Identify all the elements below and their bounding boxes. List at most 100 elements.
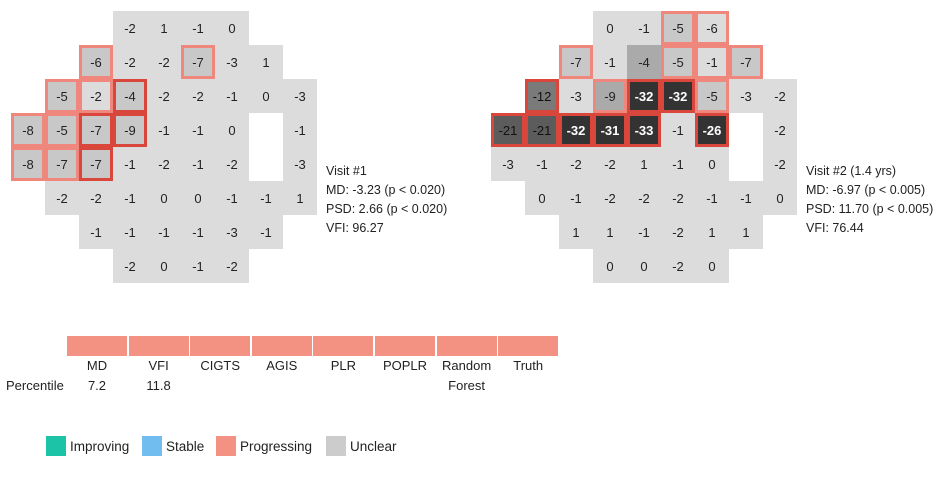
visit-1-md: MD: -3.23 (p < 0.020) [326,183,446,197]
algorithm-label: Truth [513,358,544,373]
visit-2-psd: PSD: 11.70 (p < 0.005) [806,202,934,216]
algorithm-status-bar [436,336,497,356]
vf-cell: -2 [627,181,661,215]
vf-cell: -1 [181,147,215,181]
vf-cell: -1 [695,181,729,215]
vf-cell: -4 [627,45,661,79]
vf-cell: 0 [249,79,283,113]
algorithm-label: MD [86,358,108,373]
vf-cell: 0 [627,249,661,283]
vf-cell: -8 [11,147,45,181]
vf-cell: -3 [283,147,317,181]
algorithm-label: CIGTS [200,358,241,373]
vf-cell: -7 [79,147,113,181]
vf-cell: -32 [559,113,593,147]
vf-cell: -2 [763,79,797,113]
legend-item: Progressing [216,436,312,456]
vf-cell: -1 [661,113,695,147]
vf-cell: 0 [147,181,181,215]
legend-swatch [216,436,236,456]
algorithm-label: POPLR [382,358,428,373]
vf-cell: 1 [249,45,283,79]
algorithm-label: VFI [148,358,169,373]
vf-cell: 1 [593,215,627,249]
vf-cell: -2 [559,147,593,181]
vf-cell: -2 [147,79,181,113]
vf-cell: 0 [695,147,729,181]
vf-cell: -2 [113,249,147,283]
vf-cell: 0 [525,181,559,215]
vf-cell: -2 [661,215,695,249]
vf-cell: -2 [215,249,249,283]
vf-cell: 1 [283,181,317,215]
vf-cell: -1 [181,215,215,249]
vf-cell: -7 [181,45,215,79]
vf-cell: 0 [147,249,181,283]
vf-cell: -2 [593,181,627,215]
vf-cell: 1 [729,215,763,249]
vf-cell: -2 [661,249,695,283]
vf-cell: -2 [45,181,79,215]
vf-cell: -1 [559,181,593,215]
legend-swatch [46,436,66,456]
vf-cell: -2 [147,147,181,181]
legend-label: Progressing [240,438,313,454]
vf-cell: -1 [627,11,661,45]
visit-2-title: Visit #2 (1.4 yrs) [806,164,897,178]
visit-1-title: Visit #1 [326,164,367,178]
vf-cell: -3 [215,45,249,79]
vf-cell: -2 [113,11,147,45]
vf-cell: -12 [525,79,559,113]
vf-cell: -2 [79,79,113,113]
vf-cell: -1 [215,79,249,113]
vf-cell: -1 [283,113,317,147]
vf-cell: -1 [249,215,283,249]
vf-cell: 0 [695,249,729,283]
vf-cell: 0 [181,181,215,215]
visit-2-md: MD: -6.97 (p < 0.005) [806,183,926,197]
vf-cell: -31 [593,113,627,147]
vf-cell: 1 [695,215,729,249]
algorithm-status-bar [375,336,435,356]
vf-cell: -7 [79,113,113,147]
vf-cell: -2 [79,181,113,215]
vf-cell: 1 [147,11,181,45]
vf-cell: -7 [729,45,763,79]
vf-cell: -5 [661,45,695,79]
vf-cell: -1 [525,147,559,181]
vf-cell: -1 [661,147,695,181]
legend-label: Unclear [350,438,397,454]
vf-cell: -9 [593,79,627,113]
algorithm-status-bar [251,336,312,356]
algorithm-status-bar [498,336,559,356]
percentile-label: Percentile [6,378,64,393]
vf-cell: -1 [147,113,181,147]
vf-cell: 1 [559,215,593,249]
visit-1-vfi: VFI: 96.27 [326,221,384,235]
vf-cell: -2 [147,45,181,79]
vf-cell: -1 [627,215,661,249]
vf-cell: -2 [593,147,627,181]
vf-cell: -1 [729,181,763,215]
vf-cell: -1 [113,181,147,215]
vf-cell: -1 [113,147,147,181]
vf-cell: -2 [661,181,695,215]
legend-label: Stable [166,438,205,454]
vf-cell: -3 [729,79,763,113]
legend-label: Improving [70,438,130,454]
percentile-value: 11.8 [146,378,171,393]
vf-cell: -26 [695,113,729,147]
vf-cell: -5 [45,79,79,113]
vf-cell: 0 [215,113,249,147]
vf-cell: -5 [661,11,695,45]
vf-cell: -2 [763,113,797,147]
vf-cell: -4 [113,79,147,113]
vf-cell: -21 [525,113,559,147]
visual-field-grid-visit-1: -2 1 -1 0 -6 -2 -2 -7 -3 1 -5 -2 -4 -2 -2 -1 0 -3 -8 -5 -7 -9… [11,11,317,283]
algorithm-status-bar [67,336,127,356]
vf-cell: 0 [593,11,627,45]
visit-2-stats: Visit #2 (1.4 yrs) MD: -6.97 (p < 0.005)… [806,162,933,238]
vf-cell: -21 [491,113,525,147]
vf-cell: -2 [763,147,797,181]
vf-cell: 0 [593,249,627,283]
